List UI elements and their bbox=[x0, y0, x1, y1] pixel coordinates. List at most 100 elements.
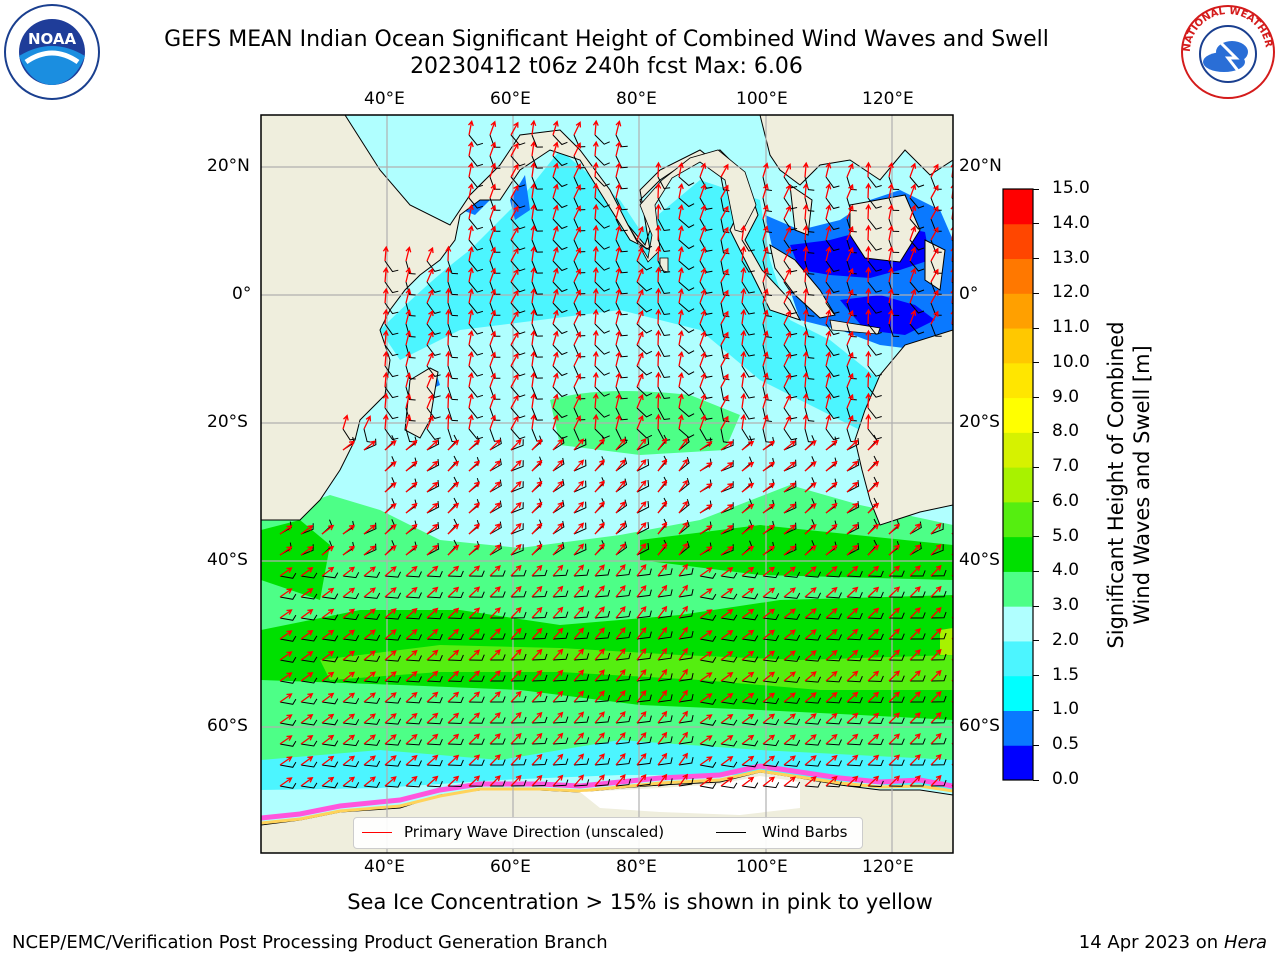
wave-direction-arrow bbox=[321, 566, 335, 577]
wave-direction-arrow bbox=[741, 503, 755, 514]
wave-direction-arrow bbox=[741, 482, 755, 493]
wind-barb bbox=[531, 197, 543, 211]
wave-direction-arrow bbox=[825, 460, 838, 472]
wind-barb bbox=[552, 134, 568, 146]
wave-direction-arrow bbox=[930, 522, 942, 535]
wind-barb bbox=[552, 365, 568, 377]
wave-direction-arrow bbox=[384, 692, 397, 703]
wind-barb bbox=[573, 695, 590, 703]
wave-direction-arrow bbox=[783, 482, 796, 493]
wave-direction-arrow bbox=[530, 350, 537, 367]
wave-direction-arrow bbox=[783, 461, 796, 472]
wave-direction-arrow bbox=[762, 393, 769, 409]
wave-direction-arrow bbox=[655, 308, 662, 325]
wave-direction-arrow bbox=[762, 288, 769, 304]
wave-direction-arrow bbox=[573, 289, 582, 304]
wave-direction-arrow bbox=[678, 437, 688, 451]
wave-direction-arrow bbox=[825, 523, 838, 535]
wind-barb bbox=[384, 344, 399, 357]
wave-direction-arrow bbox=[678, 287, 684, 304]
wave-direction-arrow bbox=[762, 414, 769, 430]
wave-direction-arrow bbox=[510, 501, 522, 514]
wind-barb bbox=[552, 323, 568, 335]
wave-direction-arrow bbox=[592, 266, 599, 283]
wave-direction-arrow bbox=[804, 692, 817, 703]
wind-barb bbox=[636, 757, 652, 766]
wave-direction-arrow bbox=[741, 755, 755, 766]
wave-direction-arrow bbox=[530, 119, 537, 136]
wind-barb bbox=[741, 635, 759, 642]
wave-direction-arrow bbox=[573, 753, 585, 766]
wave-direction-arrow bbox=[720, 567, 734, 577]
wind-barb bbox=[573, 386, 586, 400]
wind-barb bbox=[846, 571, 863, 578]
wind-barb bbox=[552, 653, 569, 661]
wave-direction-arrow bbox=[615, 564, 626, 577]
wind-barb bbox=[699, 614, 717, 621]
wind-barb bbox=[825, 634, 842, 641]
wind-barb bbox=[426, 718, 443, 725]
wind-barb bbox=[930, 737, 947, 745]
wave-direction-arrow bbox=[804, 545, 817, 556]
wind-barb bbox=[384, 655, 402, 662]
wind-barb bbox=[867, 302, 882, 314]
wave-direction-arrow bbox=[552, 183, 559, 199]
wave-direction-arrow bbox=[802, 245, 809, 262]
wave-direction-arrow bbox=[468, 544, 481, 556]
wave-direction-arrow bbox=[865, 203, 872, 220]
wind-barb bbox=[594, 302, 610, 313]
wave-direction-arrow bbox=[783, 545, 796, 556]
wave-direction-arrow bbox=[426, 544, 439, 556]
wave-direction-arrow bbox=[846, 309, 854, 325]
colorbar-tick-mark bbox=[1033, 709, 1039, 711]
wave-direction-arrow bbox=[846, 649, 859, 661]
wind-barb bbox=[741, 719, 759, 726]
wind-barb bbox=[867, 239, 882, 251]
wind-barb bbox=[846, 739, 863, 746]
wave-direction-arrow bbox=[552, 648, 564, 661]
wave-direction-arrow bbox=[802, 392, 809, 409]
wind-barb bbox=[909, 239, 925, 251]
wave-direction-arrow bbox=[384, 734, 397, 745]
wind-barb bbox=[426, 260, 441, 272]
wind-barb bbox=[657, 610, 673, 619]
wave-direction-arrow bbox=[678, 731, 688, 745]
wave-direction-arrow bbox=[867, 775, 880, 787]
wave-direction-arrow bbox=[888, 691, 901, 703]
wave-direction-arrow bbox=[867, 733, 880, 745]
wind-barb bbox=[594, 673, 611, 682]
wind-barb bbox=[531, 611, 548, 619]
wind-barb bbox=[384, 739, 402, 746]
wind-barb bbox=[573, 134, 586, 148]
wave-direction-arrow bbox=[300, 735, 314, 745]
wind-barb bbox=[930, 779, 947, 787]
wind-barb bbox=[615, 715, 631, 724]
wind-barb bbox=[594, 568, 611, 577]
wind-barb bbox=[657, 176, 671, 190]
wind-barb bbox=[783, 386, 798, 399]
wave-direction-arrow bbox=[909, 162, 917, 178]
wave-direction-arrow bbox=[363, 566, 376, 577]
wave-direction-arrow bbox=[909, 712, 921, 724]
wave-direction-arrow bbox=[720, 415, 729, 430]
wind-barb bbox=[300, 593, 318, 600]
wave-direction-arrow bbox=[573, 648, 585, 661]
wave-direction-arrow bbox=[592, 287, 599, 304]
wind-barb bbox=[636, 428, 653, 439]
wind-barb bbox=[762, 740, 780, 747]
wave-direction-arrow bbox=[762, 183, 769, 199]
wave-direction-arrow bbox=[552, 606, 564, 619]
colorbar-tick-mark bbox=[1033, 501, 1039, 503]
sea-ice-edge-yellow bbox=[261, 769, 953, 825]
wave-direction-arrow bbox=[321, 692, 335, 703]
wave-direction-arrow bbox=[384, 755, 397, 766]
wind-barb bbox=[531, 758, 548, 766]
wave-direction-arrow bbox=[825, 288, 832, 304]
wind-barb bbox=[909, 176, 925, 188]
wind-barb bbox=[783, 239, 798, 252]
wind-barb bbox=[384, 323, 399, 336]
wind-barb bbox=[888, 591, 905, 598]
wind-barb bbox=[636, 694, 652, 703]
wind-barb bbox=[636, 323, 653, 334]
wave-direction-arrow bbox=[510, 142, 519, 157]
